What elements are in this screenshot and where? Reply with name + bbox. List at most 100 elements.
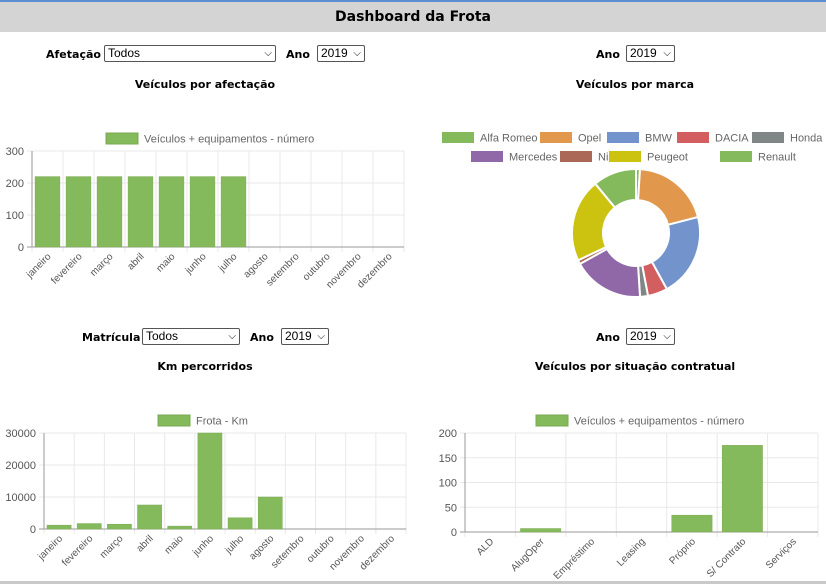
bar [227,517,253,530]
legend-label: BMW [645,133,673,145]
x-tick-label: junho [183,251,209,277]
bar [137,504,162,530]
chevron-down-icon: ⌵ [353,48,361,59]
y-tick-label: 200 [439,428,457,440]
x-tick-label: abril [135,533,156,554]
ano-select-4-value: 2019 [630,329,657,343]
ano-select-3[interactable]: 2019 ⌵ [281,328,329,345]
bar [197,432,223,530]
chart-title-km: Km percorridos [157,360,253,373]
x-tick-label: setembro [264,251,302,289]
chevron-down-icon: ⌵ [317,331,325,342]
legend-label: Opel [578,133,601,145]
legend-label: Frota - Km [196,416,248,428]
x-tick-label: Próprio [667,536,698,567]
legend-swatch [471,151,503,162]
bar [96,176,123,248]
legend-swatch [609,151,641,162]
ano-select-1[interactable]: 2019 ⌵ [317,45,365,62]
x-tick-label: ALD [475,536,497,558]
bar [189,176,216,248]
bar [76,523,102,530]
matricula-select[interactable]: Todos ⌵ [142,328,240,345]
y-tick-label: 50 [445,502,457,514]
bar-chart-0: Veículos + equipamentos - número 0 100 200 3… [6,132,405,291]
bar-chart-3: Veículos + equipamentos - número 0 50 100 15… [439,414,819,582]
bar [167,525,193,530]
x-tick-label: julho [223,533,247,557]
chevron-down-icon: ⌵ [228,331,236,342]
legend-swatch [535,414,569,427]
x-tick-label: abril [125,251,146,272]
bar [257,496,283,530]
ano-label-4: Ano [596,331,620,344]
y-tick-label: 0 [30,524,36,536]
bar [721,445,763,533]
matricula-select-value: Todos [146,329,179,343]
y-tick-label: 150 [439,453,457,465]
y-tick-label: 0 [451,527,457,539]
x-tick-label: agosto [247,533,276,562]
chevron-down-icon: ⌵ [663,48,671,59]
chevron-down-icon: ⌵ [264,48,272,59]
chart-title-contratual: Veículos por situação contratual [534,360,736,373]
pie-slice [637,168,700,227]
legend-label: Veículos + equipamentos - número [574,416,744,428]
x-tick-label: agosto [242,251,271,280]
ano-label-1: Ano [286,48,310,61]
x-tick-label: março [88,251,116,279]
legend-swatch [157,414,191,427]
legend-label: Alfa Romeo [480,133,537,145]
ano-select-4[interactable]: 2019 ⌵ [626,328,675,345]
x-tick-label: Leasing [615,536,648,569]
x-tick-label: Serviços [764,536,799,571]
x-tick-label: julho [216,251,240,275]
legend-label: Mercedes [509,152,558,164]
bar [107,523,132,530]
y-tick-label: 300 [6,146,24,158]
afetacao-select[interactable]: Todos ⌵ [104,45,276,62]
y-tick-label: 20000 [5,460,36,472]
legend-label: Renault [758,152,796,164]
bar-chart-2: Frota - Km0100002000030000janeirofeverei… [5,414,407,573]
y-tick-label: 30000 [5,428,36,440]
bar [46,524,72,530]
legend-label: Honda [790,133,823,145]
x-tick-label: maio [163,533,186,556]
chevron-down-icon: ⌵ [663,331,671,342]
legend-swatch [720,151,752,162]
bar [520,528,562,533]
bar [158,176,185,248]
y-tick-label: 10000 [5,492,36,504]
legend-swatch [560,151,592,162]
bar [220,176,247,248]
y-tick-label: 200 [6,178,24,190]
legend-swatch [607,132,639,143]
bar [127,176,154,248]
bar [65,176,92,248]
pie-slice [593,167,637,209]
ano-select-3-value: 2019 [285,329,312,343]
legend-label: DACIA [715,133,749,145]
afetacao-label: Afetação [46,48,101,61]
legend-swatch [105,132,139,145]
chart-title-marca: Veículos por marca [575,78,695,91]
legend-swatch [540,132,572,143]
x-tick-label: março [98,533,126,561]
x-tick-label: fevereiro [49,251,85,287]
legend-swatch [752,132,784,143]
y-tick-label: 100 [439,478,457,490]
x-tick-label: setembro [269,533,307,571]
legend-label: Veículos + equipamentos - número [144,134,314,146]
x-tick-label: janeiro [24,251,54,281]
x-tick-label: Empréstimo [552,536,598,582]
ano-select-2-value: 2019 [630,46,657,60]
legend-swatch [677,132,709,143]
ano-select-2[interactable]: 2019 ⌵ [626,45,675,62]
ano-label-3: Ano [250,331,274,344]
x-tick-label: fevereiro [60,533,96,569]
matricula-label: Matrícula [82,331,141,344]
bottom-divider [0,581,826,584]
x-tick-label: junho [190,533,216,559]
